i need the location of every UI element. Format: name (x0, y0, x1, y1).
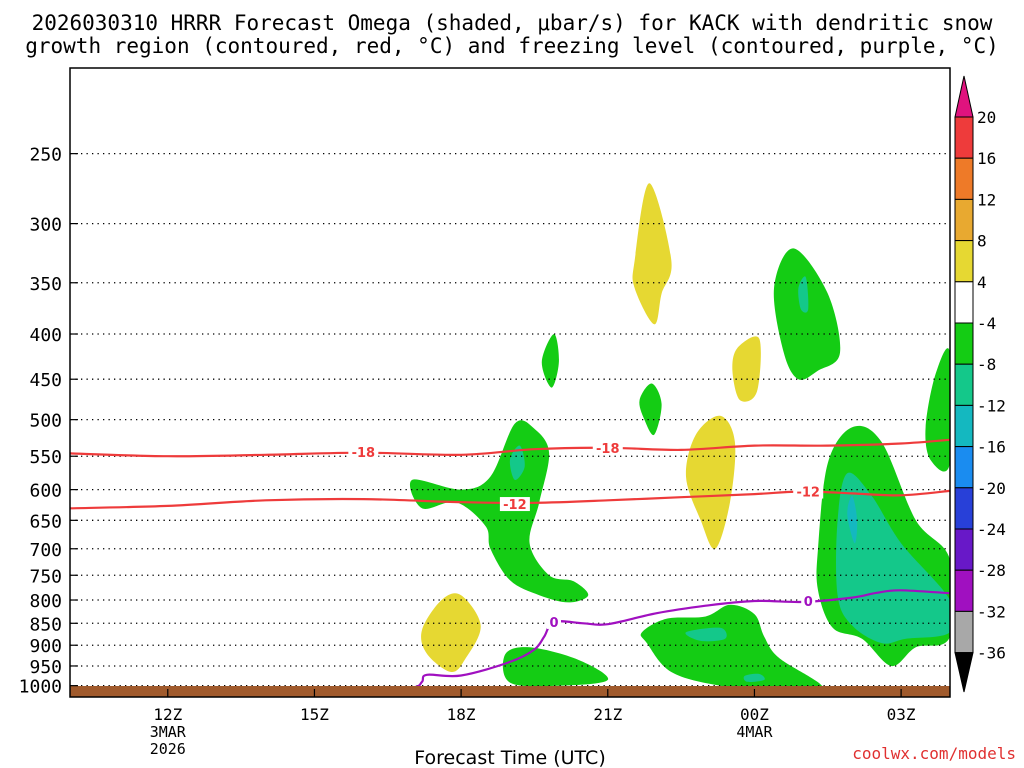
colorbar-bin-10 (954, 487, 974, 530)
chart-title-line2: growth region (contoured, red, °C) and f… (25, 34, 999, 58)
y-tick-label-550: 550 (29, 447, 62, 468)
y-tick-label-350: 350 (29, 274, 62, 295)
colorbar-bin-2 (954, 157, 974, 200)
colorbar-label-9: -20 (977, 479, 1006, 498)
colorbar-label-7: -12 (977, 396, 1006, 415)
omega-region-9 (773, 248, 841, 380)
omega-region-11 (640, 604, 823, 692)
colorbar-label-11: -28 (977, 561, 1006, 580)
plot-background (70, 68, 950, 697)
omega-region-8 (732, 336, 761, 402)
y-tick-label-600: 600 (29, 481, 62, 502)
contour-label-2-0: 0 (549, 616, 558, 631)
x-tick-date-00Z: 4MAR (736, 723, 773, 741)
omega-region-3 (502, 647, 609, 687)
omega-region-6 (639, 383, 662, 436)
omega-region-12 (685, 627, 727, 642)
y-tick-label-950: 950 (29, 657, 62, 678)
colorbar-bin-11 (954, 528, 974, 571)
colorbar-label-6: -8 (977, 355, 996, 374)
omega-region-0 (409, 420, 589, 603)
colorbar-arrow-top (954, 75, 974, 118)
colorbar-label-10: -24 (977, 520, 1006, 539)
x-tick-label-12Z: 12Z (153, 705, 182, 724)
contour-label-0-0: -18 (352, 446, 376, 461)
axes: 2503003504004505005506006507007508008509… (19, 67, 951, 758)
contour-label-2-1: 0 (804, 595, 813, 610)
colorbar-bin-12 (954, 569, 974, 612)
colorbar-bin-6 (954, 322, 974, 365)
contour-label-0-1: -18 (596, 442, 620, 457)
colorbar-label-2: 12 (977, 190, 996, 209)
y-tick-label-1000: 1000 (19, 677, 62, 698)
colorbar-label-0: 20 (977, 108, 996, 127)
x-tick-date-12Z: 3MAR (150, 723, 187, 741)
contour-line-0 (70, 438, 950, 458)
contour-label-bg-2-0 (547, 614, 561, 629)
chart-title-line1: 2026030310 HRRR Forecast Omega (shaded, … (32, 11, 993, 35)
omega-region-4 (541, 334, 559, 388)
contour-label-bg-0-0 (348, 445, 379, 460)
x-tick-year-12Z: 2026 (150, 740, 186, 758)
x-axis-label: Forecast Time (UTC) (414, 747, 605, 768)
contour-label-bg-2-1 (801, 593, 816, 608)
colorbar-label-4: 4 (977, 273, 987, 292)
colorbar-bin-9 (954, 446, 974, 489)
omega-region-13 (743, 673, 765, 682)
y-tick-label-500: 500 (29, 411, 62, 432)
credit-text: coolwx.com/models (852, 744, 1016, 763)
omega-region-10 (798, 276, 809, 313)
contour-label-bg-1-1 (793, 484, 824, 499)
y-tick-label-800: 800 (29, 591, 62, 612)
omega-region-5 (632, 183, 672, 325)
colorbar-bin-1 (954, 116, 974, 159)
y-tick-label-700: 700 (29, 540, 62, 561)
omega-region-2 (421, 593, 481, 673)
y-tick-label-750: 750 (29, 566, 62, 587)
colorbar-label-13: -36 (977, 644, 1006, 663)
x-tick-label-03Z: 03Z (887, 705, 916, 724)
y-tick-label-400: 400 (29, 325, 62, 346)
colorbar-label-8: -16 (977, 438, 1006, 457)
colorbar-bin-3 (954, 198, 974, 242)
contour-label-bg-1-0 (499, 497, 530, 512)
contour-line-2 (265, 589, 950, 697)
y-tick-label-650: 650 (29, 511, 62, 532)
ground-strip (70, 686, 950, 697)
colorbar-label-5: -4 (977, 314, 996, 333)
contour-label-bg-0-1 (592, 440, 623, 455)
y-tick-label-900: 900 (29, 636, 62, 657)
contour-line-1 (70, 489, 950, 510)
omega-region-16 (847, 495, 858, 544)
y-tick-label-300: 300 (29, 215, 62, 236)
colorbar: 20 16 12 8 4 -4 -8 -12 -16 -20 -24 -28 -32 -36 (954, 75, 1006, 693)
x-tick-label-00Z: 00Z (740, 705, 769, 724)
colorbar-bin-4 (954, 240, 974, 283)
colorbar-arrow-bottom (954, 652, 974, 693)
colorbar-label-1: 16 (977, 149, 996, 168)
plot-area: -18 -18 -12 -12 0 0 (70, 68, 950, 697)
x-tick-label-18Z: 18Z (447, 705, 476, 724)
y-tick-label-450: 450 (29, 370, 62, 391)
plot-frame (69, 67, 951, 698)
x-tick-label-21Z: 21Z (593, 705, 622, 724)
colorbar-bin-8 (954, 404, 974, 448)
y-tick-label-250: 250 (29, 145, 62, 166)
colorbar-bin-7 (954, 363, 974, 406)
colorbar-label-12: -32 (977, 602, 1006, 621)
omega-region-15 (836, 472, 950, 644)
contour-label-1-0: -12 (503, 498, 527, 513)
colorbar-bin-13 (954, 610, 974, 654)
colorbar-label-3: 8 (977, 232, 987, 251)
x-tick-label-15Z: 15Z (300, 705, 329, 724)
colorbar-bin-5 (954, 281, 974, 324)
omega-region-1 (509, 445, 525, 480)
contour-label-1-1: -12 (796, 486, 820, 501)
y-tick-label-850: 850 (29, 614, 62, 635)
